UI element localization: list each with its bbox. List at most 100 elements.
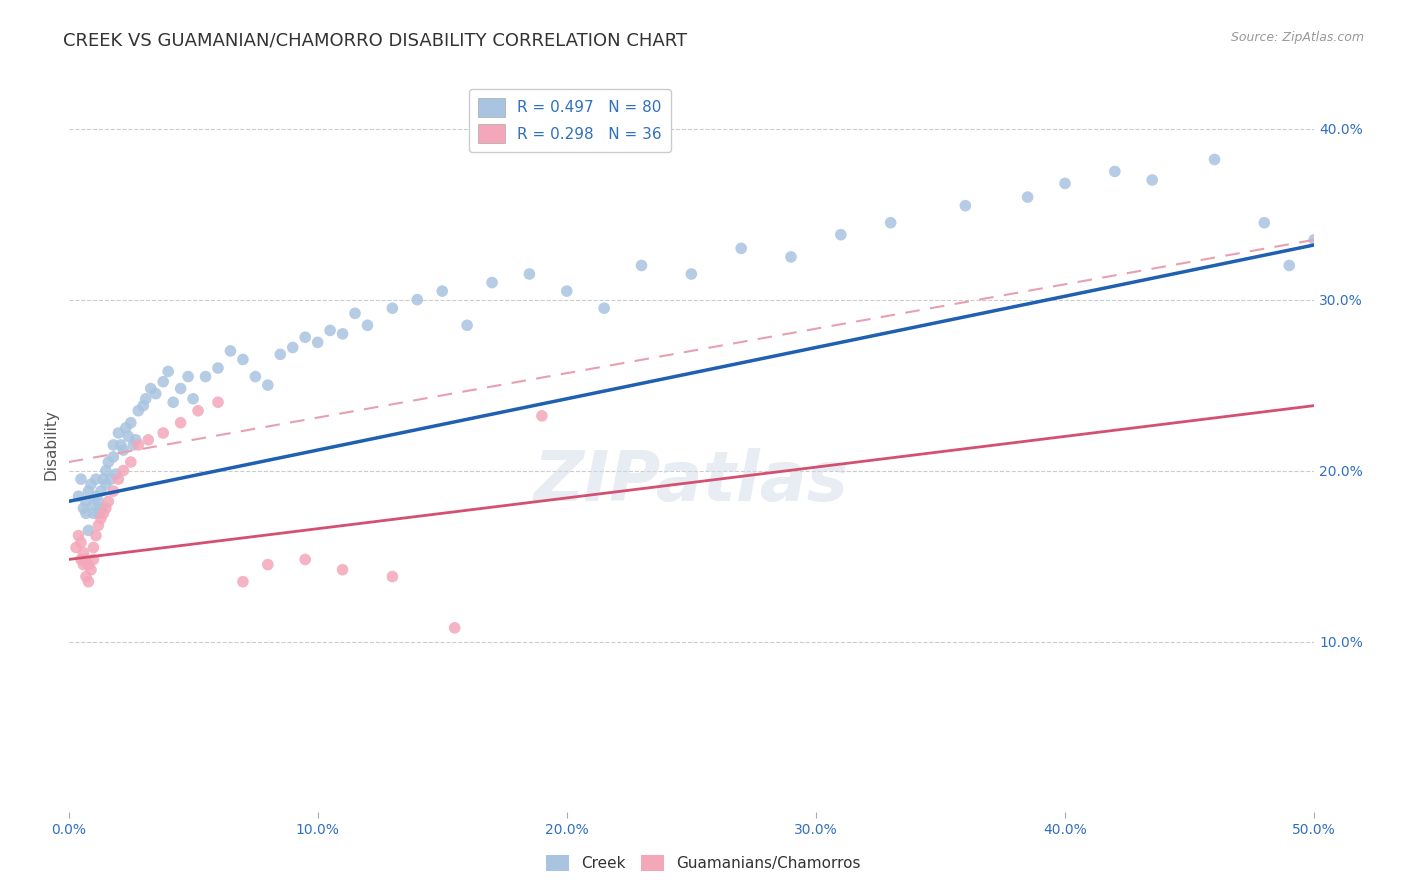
Point bbox=[169, 416, 191, 430]
Legend: Creek, Guamanians/Chamorros: Creek, Guamanians/Chamorros bbox=[540, 849, 866, 877]
Point bbox=[519, 267, 541, 281]
Point bbox=[332, 326, 354, 341]
Point bbox=[72, 501, 94, 516]
Point bbox=[67, 528, 90, 542]
Text: Source: ZipAtlas.com: Source: ZipAtlas.com bbox=[1230, 31, 1364, 45]
Point bbox=[84, 489, 107, 503]
Point bbox=[75, 506, 97, 520]
Text: CREEK VS GUAMANIAN/CHAMORRO DISABILITY CORRELATION CHART: CREEK VS GUAMANIAN/CHAMORRO DISABILITY C… bbox=[63, 31, 688, 49]
Point bbox=[344, 306, 367, 320]
Point bbox=[93, 472, 115, 486]
Point bbox=[117, 429, 139, 443]
Point bbox=[75, 494, 97, 508]
Point bbox=[780, 250, 803, 264]
Point bbox=[1278, 259, 1301, 273]
Point bbox=[104, 467, 127, 481]
Point bbox=[136, 433, 159, 447]
Point bbox=[82, 541, 104, 555]
Point bbox=[132, 399, 155, 413]
Point bbox=[187, 403, 209, 417]
Point bbox=[94, 501, 117, 516]
Point bbox=[87, 494, 110, 508]
Point bbox=[955, 199, 977, 213]
Y-axis label: Disability: Disability bbox=[44, 409, 58, 481]
Point bbox=[97, 494, 120, 508]
Point bbox=[281, 341, 304, 355]
Point bbox=[75, 552, 97, 566]
Point bbox=[100, 472, 122, 486]
Point bbox=[90, 501, 112, 516]
Point bbox=[135, 392, 157, 406]
Point bbox=[481, 276, 503, 290]
Point bbox=[1104, 164, 1126, 178]
Point bbox=[112, 443, 135, 458]
Point bbox=[82, 498, 104, 512]
Point bbox=[207, 395, 229, 409]
Point bbox=[294, 552, 316, 566]
Point bbox=[152, 425, 174, 440]
Point bbox=[82, 552, 104, 566]
Point bbox=[82, 506, 104, 520]
Point bbox=[332, 563, 354, 577]
Point bbox=[1253, 216, 1275, 230]
Point bbox=[730, 241, 752, 255]
Point bbox=[77, 574, 100, 589]
Point bbox=[177, 369, 200, 384]
Point bbox=[245, 369, 267, 384]
Point bbox=[356, 318, 378, 333]
Point bbox=[107, 425, 129, 440]
Point bbox=[90, 511, 112, 525]
Point bbox=[114, 421, 136, 435]
Point bbox=[127, 438, 149, 452]
Point bbox=[181, 392, 204, 406]
Point bbox=[406, 293, 429, 307]
Point bbox=[555, 284, 578, 298]
Point bbox=[157, 364, 180, 378]
Point bbox=[432, 284, 454, 298]
Point bbox=[103, 438, 125, 452]
Point bbox=[169, 382, 191, 396]
Point bbox=[67, 489, 90, 503]
Point bbox=[72, 558, 94, 572]
Point bbox=[90, 484, 112, 499]
Point bbox=[232, 352, 254, 367]
Point bbox=[256, 378, 278, 392]
Point bbox=[593, 301, 616, 316]
Point bbox=[443, 621, 465, 635]
Point bbox=[94, 464, 117, 478]
Point bbox=[381, 569, 404, 583]
Point bbox=[294, 330, 316, 344]
Point bbox=[530, 409, 553, 423]
Point bbox=[120, 455, 142, 469]
Point bbox=[1017, 190, 1039, 204]
Point bbox=[77, 484, 100, 499]
Point bbox=[307, 335, 329, 350]
Point bbox=[207, 361, 229, 376]
Point bbox=[1303, 233, 1326, 247]
Point bbox=[456, 318, 478, 333]
Point bbox=[194, 369, 217, 384]
Point bbox=[1053, 177, 1076, 191]
Point bbox=[125, 433, 148, 447]
Point bbox=[80, 563, 103, 577]
Point bbox=[681, 267, 703, 281]
Point bbox=[94, 477, 117, 491]
Point bbox=[112, 464, 135, 478]
Point bbox=[630, 259, 652, 273]
Point bbox=[162, 395, 184, 409]
Point bbox=[269, 347, 291, 361]
Point bbox=[97, 455, 120, 469]
Point bbox=[127, 403, 149, 417]
Point bbox=[120, 416, 142, 430]
Point bbox=[84, 472, 107, 486]
Point bbox=[1140, 173, 1163, 187]
Text: ZIPatlas: ZIPatlas bbox=[534, 448, 849, 516]
Point bbox=[256, 558, 278, 572]
Point bbox=[232, 574, 254, 589]
Point bbox=[319, 323, 342, 337]
Point bbox=[107, 472, 129, 486]
Point bbox=[70, 535, 93, 549]
Point bbox=[84, 528, 107, 542]
Point bbox=[879, 216, 901, 230]
Point bbox=[87, 518, 110, 533]
